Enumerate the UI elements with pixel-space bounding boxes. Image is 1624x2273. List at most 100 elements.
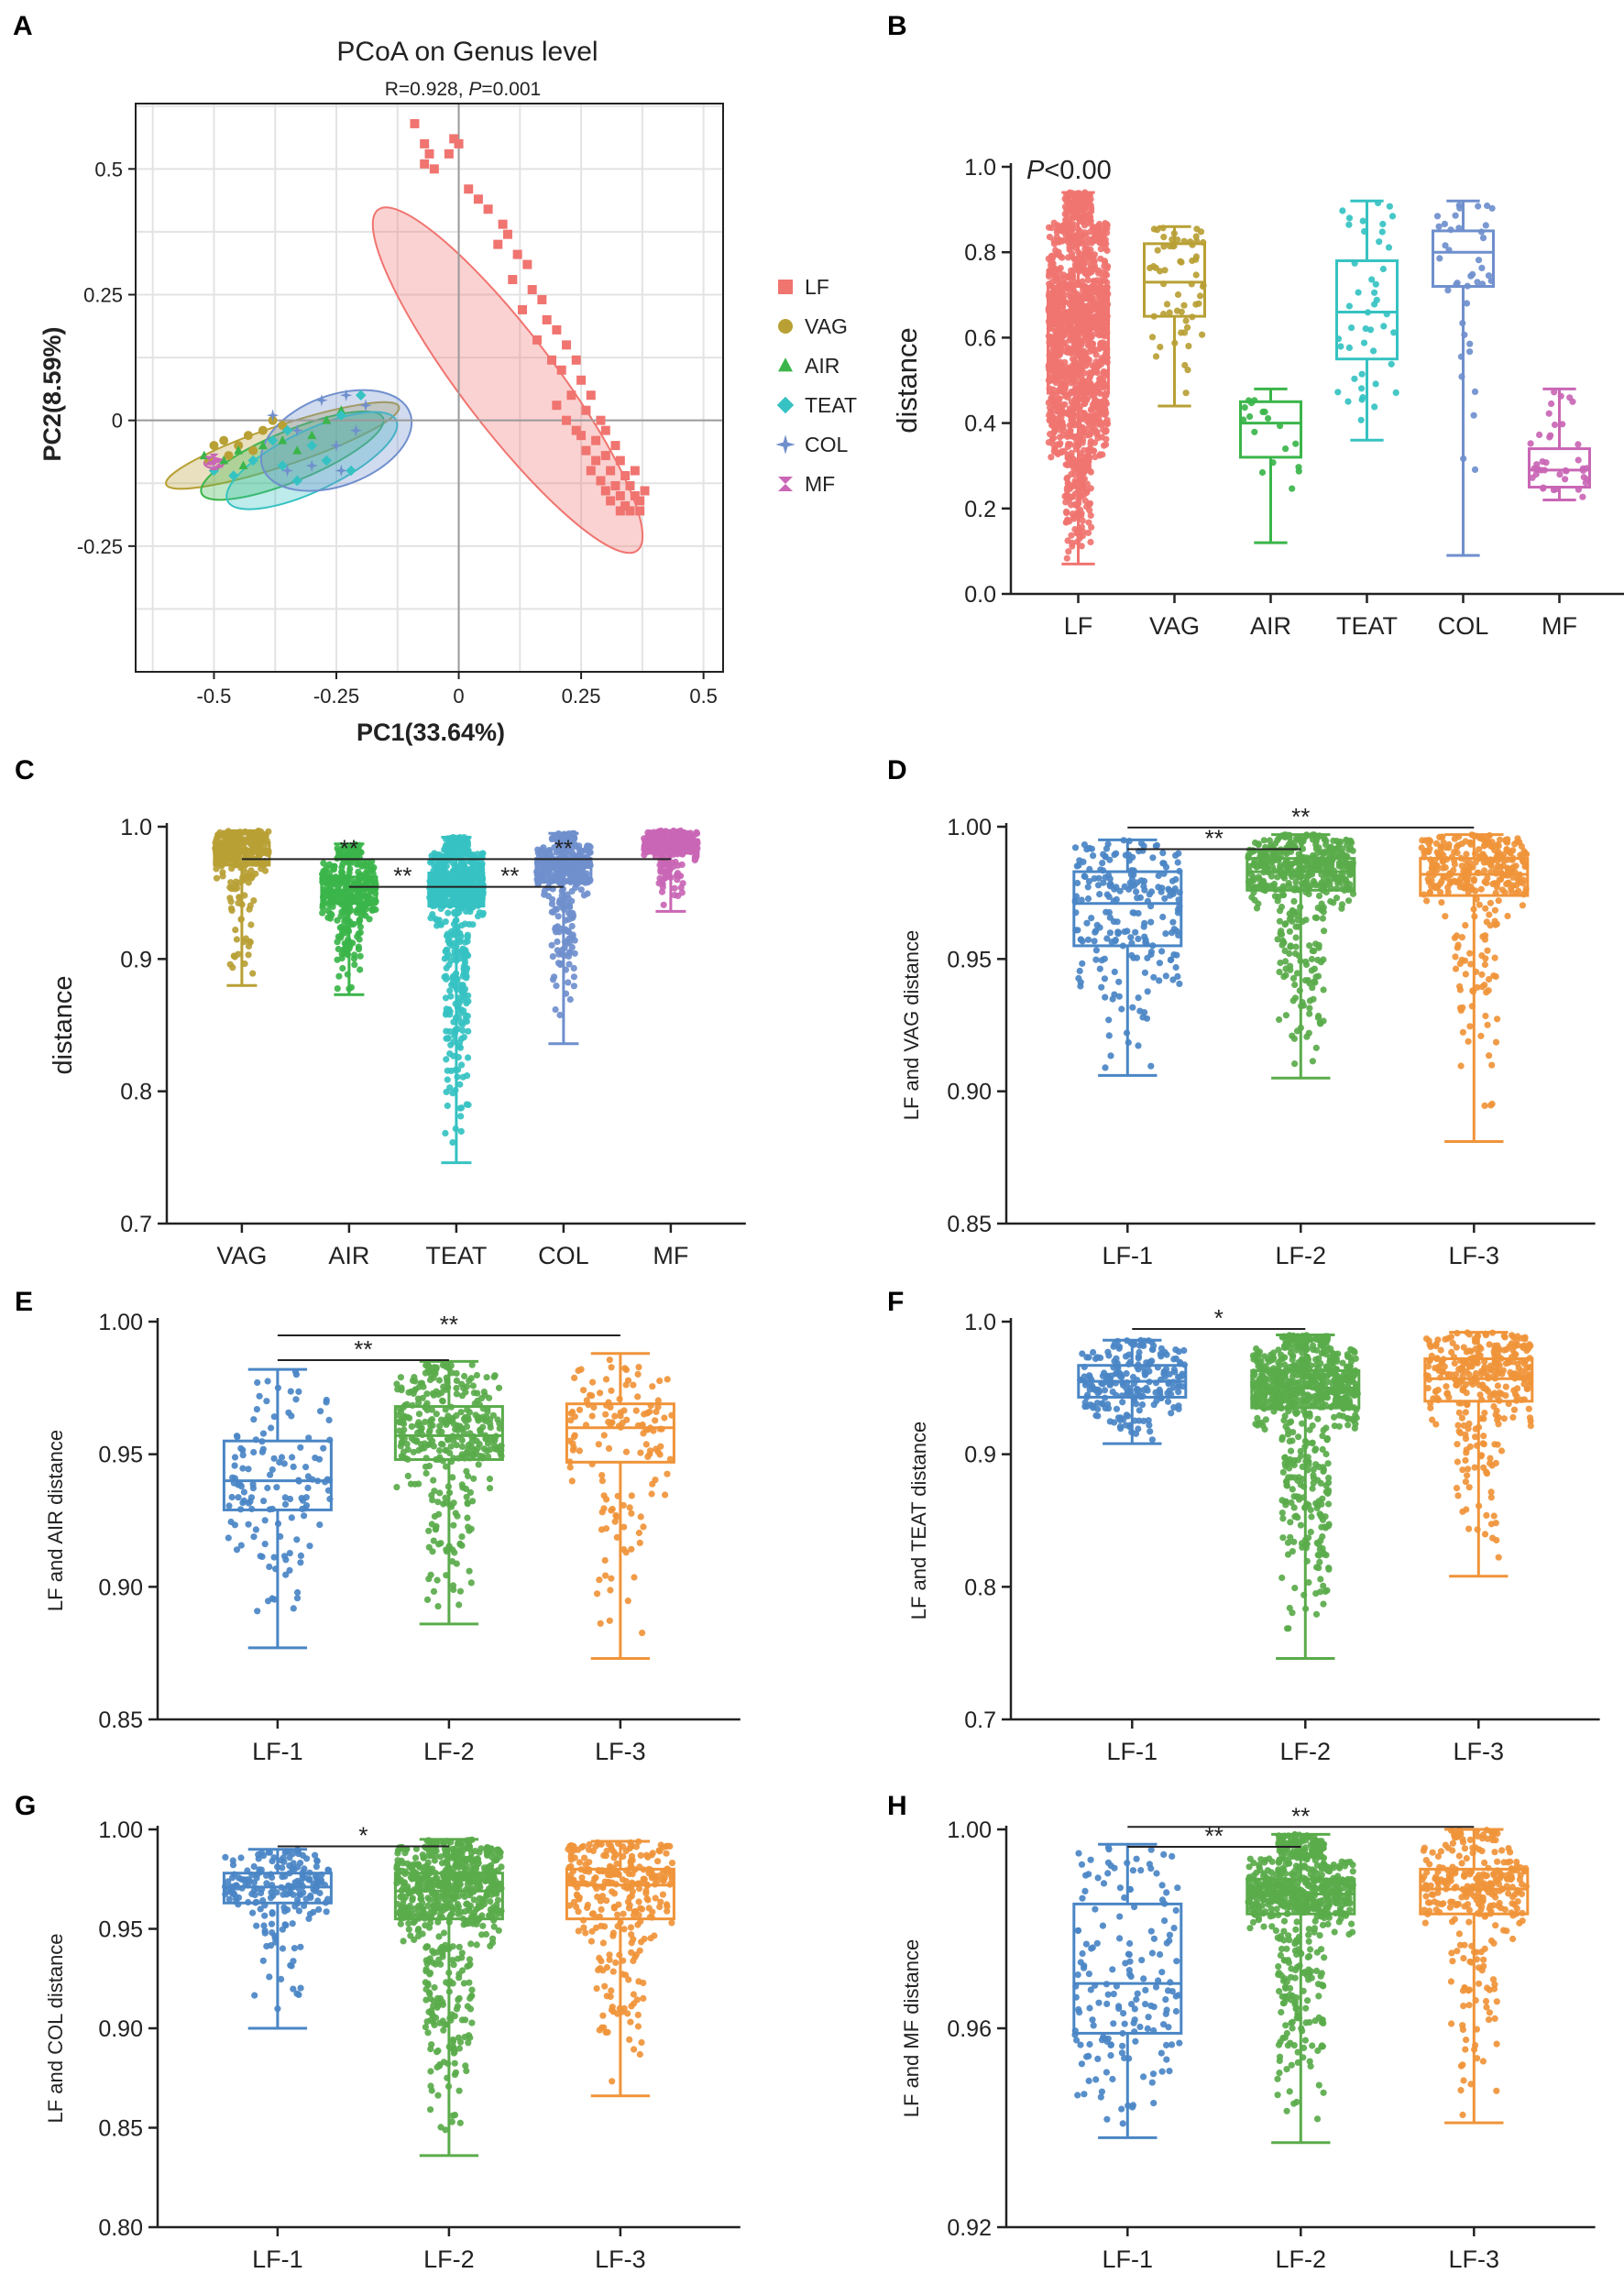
panel-c-point bbox=[344, 951, 351, 959]
panel-c-x-tick-label: COL bbox=[538, 1242, 589, 1269]
panel-d-point bbox=[1144, 988, 1151, 995]
panel-b-point bbox=[1091, 417, 1099, 424]
panel-d-point bbox=[1320, 986, 1327, 994]
panel-d-y-tick-label: 0.90 bbox=[947, 1080, 992, 1105]
pcoa-point-lf bbox=[547, 355, 557, 365]
panel-b-point bbox=[1049, 313, 1057, 322]
panel-b-point bbox=[1479, 235, 1487, 242]
panel-d-point bbox=[1255, 900, 1262, 907]
panel-c-point bbox=[457, 1127, 465, 1135]
pcoa-point-lf bbox=[606, 466, 616, 476]
panel-d-point bbox=[1115, 978, 1123, 985]
panel-b-point bbox=[1475, 257, 1483, 264]
panel-c-point bbox=[443, 1056, 450, 1063]
panel-c-point bbox=[464, 931, 471, 939]
panel-b-point bbox=[1046, 280, 1053, 288]
panel-b-point bbox=[1059, 419, 1066, 426]
panel-c-point bbox=[551, 973, 558, 981]
panel-b-point bbox=[1372, 380, 1379, 388]
panel-d-point bbox=[1296, 886, 1303, 894]
panel-b-point bbox=[1197, 292, 1204, 300]
panel-d-point bbox=[1303, 857, 1311, 864]
panel-c-point bbox=[538, 850, 545, 857]
panel-c-point bbox=[357, 923, 364, 930]
panel-b-point bbox=[1055, 266, 1062, 273]
pcoa-point-lf bbox=[620, 471, 631, 481]
panel-c-point bbox=[227, 848, 235, 856]
panel-d-point bbox=[1248, 894, 1256, 901]
panel-b-point bbox=[1074, 412, 1081, 420]
panel-d-point bbox=[1348, 863, 1355, 871]
panel-b-point bbox=[1103, 390, 1110, 397]
panel-d-point bbox=[1101, 975, 1108, 983]
panel-c-point bbox=[559, 868, 566, 876]
pcoa-point-lf bbox=[552, 401, 562, 411]
panel-c-x-tick-label: TEAT bbox=[425, 1242, 487, 1269]
panel-d-point bbox=[1084, 895, 1092, 903]
panel-b-point bbox=[1087, 345, 1094, 353]
panel-c-point bbox=[235, 950, 242, 958]
panel-b-point bbox=[1466, 340, 1474, 347]
panel-b-point bbox=[1052, 397, 1059, 404]
panel-b-point bbox=[1339, 207, 1346, 214]
pcoa-point-air bbox=[292, 445, 302, 455]
panel-b-point bbox=[1081, 222, 1089, 229]
panel-d-point bbox=[1276, 1016, 1283, 1024]
panel-b-point bbox=[1076, 386, 1083, 393]
panel-b-point bbox=[1102, 369, 1109, 377]
panel-b-point bbox=[1079, 517, 1086, 524]
panel-d-point bbox=[1315, 941, 1322, 949]
panel-c-point bbox=[554, 960, 563, 967]
panel-b-point bbox=[1466, 348, 1474, 356]
panel-b-point bbox=[1101, 258, 1108, 265]
panel-c-point bbox=[455, 1043, 463, 1050]
panel-b-point bbox=[1075, 328, 1082, 335]
panel-c-point bbox=[659, 846, 666, 853]
panel-b-points-lf bbox=[1045, 189, 1112, 562]
panel-d-point bbox=[1071, 896, 1079, 904]
panel-b-point bbox=[1385, 244, 1393, 251]
legend-label-vag: VAG bbox=[805, 314, 848, 338]
panel-b-point bbox=[1536, 431, 1543, 438]
pcoa-point-mf bbox=[209, 461, 219, 471]
panel-c-point bbox=[577, 848, 585, 856]
panel-c-point bbox=[641, 835, 648, 842]
panel-d-point bbox=[1149, 854, 1157, 862]
panel-d-point bbox=[1300, 1002, 1307, 1009]
panel-c-point bbox=[579, 870, 587, 878]
panel-c-point bbox=[236, 849, 243, 856]
panel-c-point bbox=[575, 863, 583, 872]
pcoa-point-air bbox=[336, 405, 346, 414]
panel-d-point bbox=[1290, 897, 1298, 906]
panel-c-point bbox=[576, 842, 583, 850]
confidence-ellipse-lf bbox=[371, 206, 644, 555]
pcoa-x-tick-label: 0 bbox=[453, 685, 464, 708]
panel-c-point bbox=[658, 888, 666, 895]
pcoa-point-col bbox=[359, 399, 372, 412]
panel-b-point bbox=[1170, 230, 1178, 237]
panel-c-point bbox=[355, 946, 363, 953]
panel-d-point bbox=[1135, 935, 1142, 942]
pcoa-points bbox=[199, 118, 650, 516]
panel-b-point bbox=[1059, 281, 1067, 290]
panel-d-point bbox=[1091, 875, 1098, 883]
panel-d-point bbox=[1245, 884, 1253, 892]
pcoa-point-lf bbox=[522, 259, 532, 269]
panel-d-point bbox=[1311, 914, 1319, 921]
pcoa-point-col bbox=[266, 409, 280, 422]
panel-c-point bbox=[357, 849, 365, 856]
panel-b-point bbox=[1054, 348, 1062, 356]
panel-b-point bbox=[1460, 455, 1467, 462]
panel-b-point bbox=[1063, 475, 1070, 482]
panel-b-point bbox=[1055, 408, 1062, 415]
pcoa-point-teat bbox=[208, 465, 220, 477]
panel-b-point bbox=[1545, 410, 1553, 417]
panel-b-point bbox=[1066, 422, 1073, 429]
panel-b-point bbox=[1575, 456, 1582, 464]
panel-c-point bbox=[465, 1054, 472, 1061]
panel-b-point bbox=[1103, 428, 1110, 435]
pcoa-point-lf bbox=[527, 285, 537, 295]
panel-c-point bbox=[346, 985, 353, 993]
panel-b-point bbox=[1103, 441, 1110, 448]
pcoa-point-vag bbox=[243, 431, 253, 441]
